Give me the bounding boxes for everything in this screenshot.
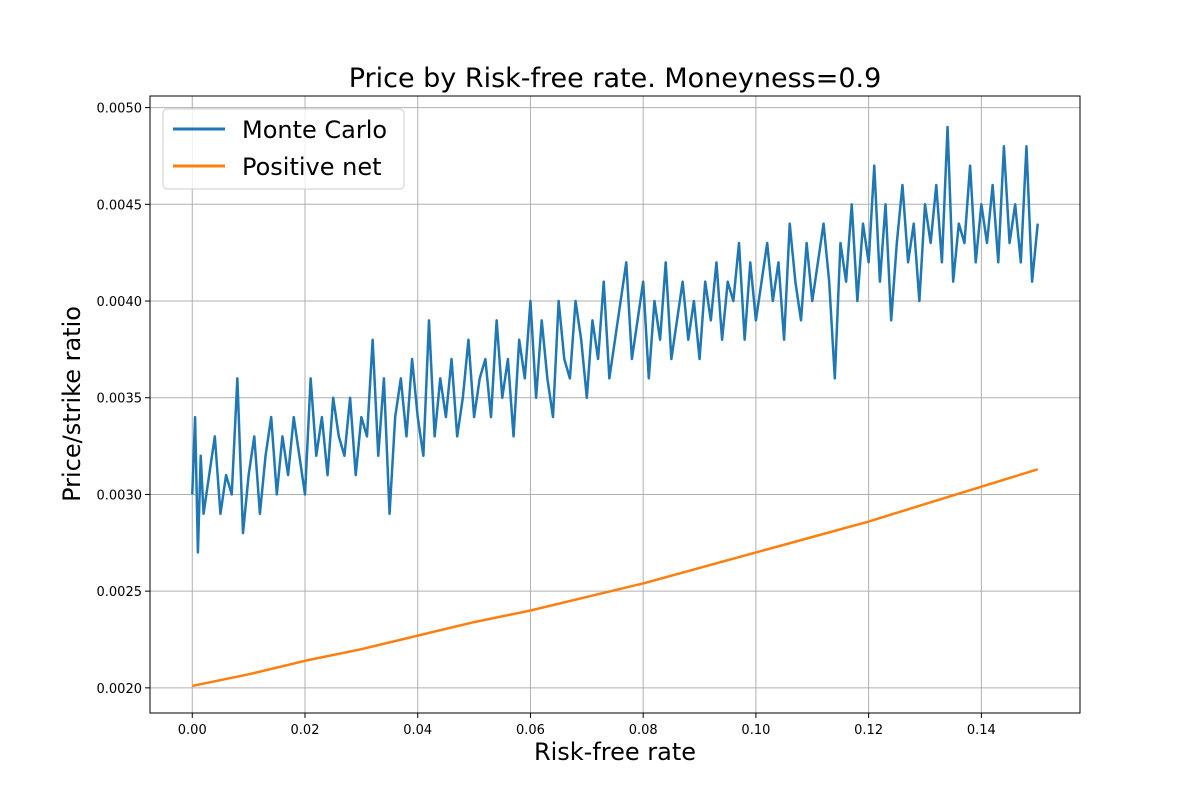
chart-title: Price by Risk-free rate. Moneyness=0.9 [349, 63, 882, 94]
x-tick-label: 0.10 [741, 723, 770, 738]
legend: Monte Carlo Positive net [162, 108, 405, 190]
x-axis-label: Risk-free rate [534, 738, 696, 766]
x-tick-label: 0.04 [403, 723, 432, 738]
series-lines [191, 125, 1039, 688]
y-tick-label: 0.0040 [97, 295, 143, 310]
y-tick-label: 0.0045 [97, 198, 143, 213]
series-line-positive-net [192, 468, 1039, 688]
axis-ticks: 0.00 0.02 0.04 0.06 0.08 0.10 0.12 0.14 0.0020 0.… [97, 102, 996, 738]
x-tick-label: 0.02 [291, 723, 320, 738]
x-tick-label: 0.14 [967, 723, 996, 738]
x-tick-label: 0.12 [854, 723, 883, 738]
x-tick-label: 0.00 [178, 723, 207, 738]
legend-label-monte-carlo: Monte Carlo [242, 116, 387, 144]
legend-label-positive-net: Positive net [242, 153, 382, 181]
y-tick-label: 0.0050 [97, 102, 143, 117]
y-tick-label: 0.0035 [97, 392, 143, 407]
x-tick-label: 0.06 [516, 723, 545, 738]
y-axis-label: Price/strike ratio [58, 306, 86, 502]
plot-area-frame [149, 95, 1081, 714]
x-tick-label: 0.08 [629, 723, 658, 738]
y-tick-label: 0.0030 [97, 488, 143, 503]
series-line-monte-carlo [191, 125, 1039, 554]
y-tick-label: 0.0020 [97, 682, 143, 697]
y-tick-label: 0.0025 [97, 585, 143, 600]
